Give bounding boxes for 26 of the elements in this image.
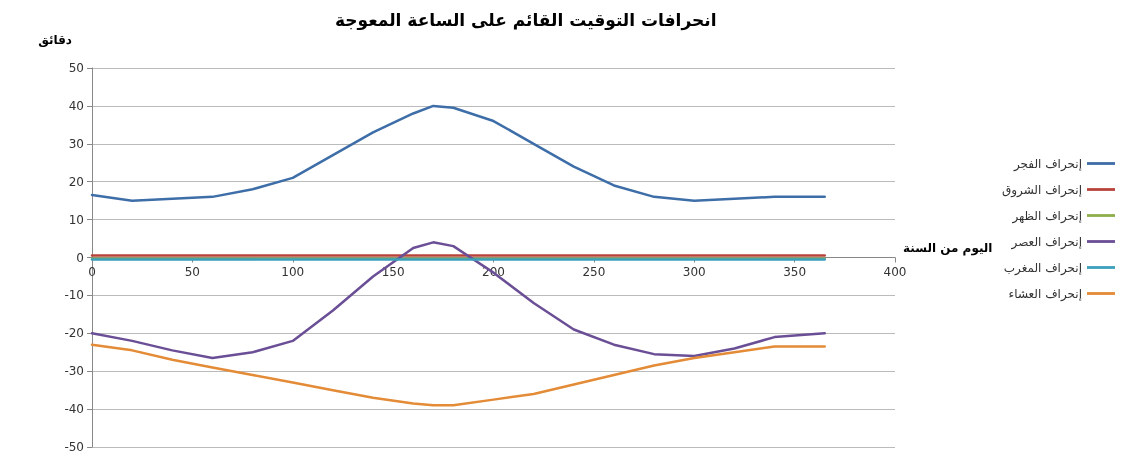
y-tick-label: -50 bbox=[64, 440, 84, 454]
y-tick-label: 20 bbox=[68, 174, 84, 189]
x-tick-label: 100 bbox=[281, 264, 305, 279]
legend-label: إنحراف العصر bbox=[1010, 234, 1082, 250]
x-tick-label: 350 bbox=[783, 264, 807, 279]
legend-label: إنحراف الشروق bbox=[1001, 182, 1082, 198]
y-tick-label: 30 bbox=[68, 136, 84, 151]
legend-label: إنحراف المغرب bbox=[1003, 260, 1082, 276]
x-tick-label: 400 bbox=[883, 264, 907, 279]
x-axis-title: اليوم من السنة bbox=[903, 240, 993, 256]
y-axis-title: دقائق bbox=[38, 33, 72, 47]
legend-label: إنحراف العشاء bbox=[1008, 286, 1082, 302]
y-tick-label: 50 bbox=[68, 61, 84, 75]
y-tick-label: 10 bbox=[68, 212, 84, 227]
y-tick-label: -20 bbox=[64, 326, 84, 341]
y-tick-label: -40 bbox=[64, 402, 84, 417]
x-tick-label: 250 bbox=[582, 264, 606, 279]
legend-label: إنحراف الفجر bbox=[1012, 156, 1082, 172]
chart-title: انحرافات التوقيت القائم على الساعة المعوجة bbox=[335, 9, 717, 31]
y-tick-label: -30 bbox=[64, 364, 84, 379]
x-tick-label: 50 bbox=[184, 264, 201, 279]
y-tick-label: 40 bbox=[68, 98, 84, 113]
legend-label: إنحراف الظهر bbox=[1011, 208, 1082, 224]
y-tick-label: -10 bbox=[64, 288, 84, 303]
y-tick-label: 0 bbox=[76, 250, 84, 265]
x-tick-label: 300 bbox=[682, 264, 706, 279]
